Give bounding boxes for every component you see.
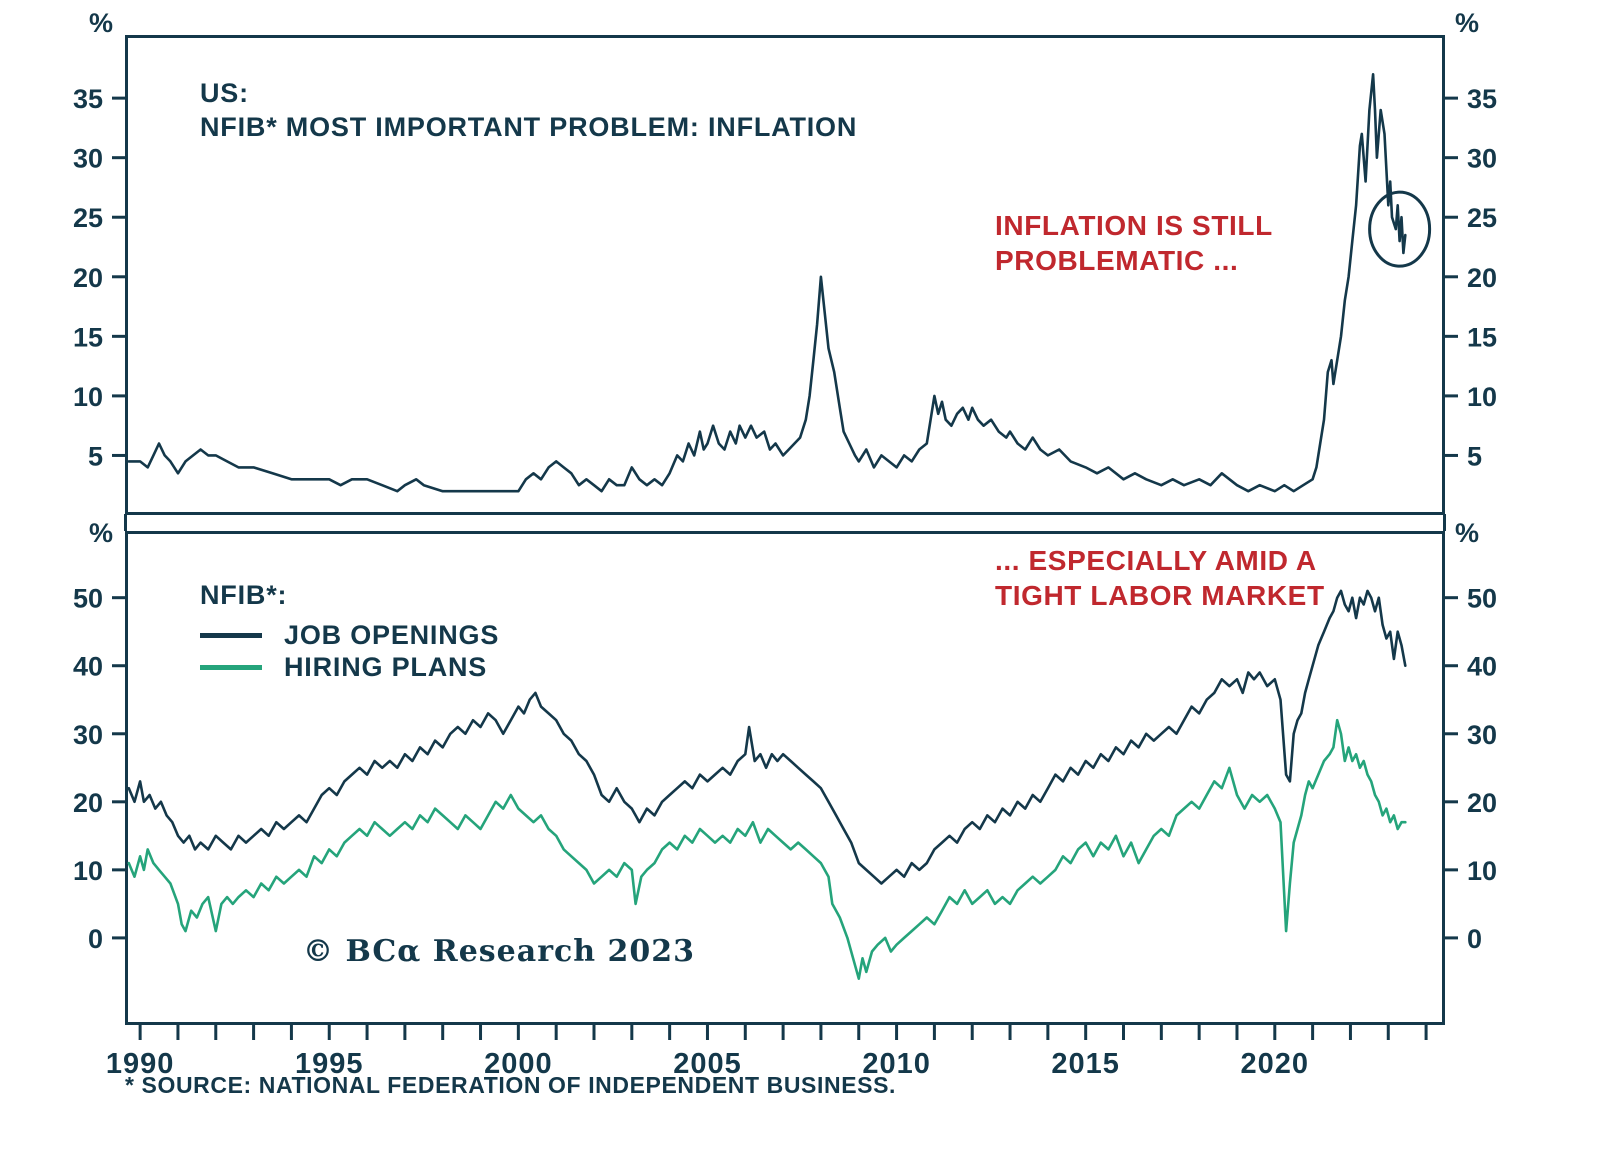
source-footnote: * SOURCE: NATIONAL FEDERATION OF INDEPEN…: [125, 1072, 897, 1098]
y-tick-label: 15: [1467, 322, 1497, 352]
series-line: [127, 589, 1407, 885]
x-tick-label: 2010: [862, 1048, 931, 1080]
x-tick-label: 2000: [484, 1048, 553, 1080]
y-tick-label: 30: [1467, 720, 1497, 750]
y-tick-label: 20: [1467, 788, 1497, 818]
y-tick-label: 30: [73, 144, 103, 174]
y-tick-label: 20: [1467, 263, 1497, 293]
y-tick-label: 30: [73, 720, 103, 750]
x-tick-label: 2005: [673, 1048, 742, 1080]
y-tick-label: 10: [73, 382, 103, 412]
x-tick-label: 2020: [1241, 1048, 1310, 1080]
job-openings-label: JOB OPENINGS: [284, 619, 500, 650]
y-tick-label: 20: [73, 788, 103, 818]
y-tick-label: 20: [73, 263, 103, 293]
y-tick-label: 10: [1467, 856, 1497, 886]
panel-frame: [125, 35, 1445, 515]
hiring-plans-line-swatch: [200, 664, 262, 670]
panel-frame: [125, 531, 1445, 1025]
y-tick-label: 50: [73, 584, 103, 614]
y-tick-label: 40: [1467, 652, 1497, 682]
x-tick-label: 1990: [106, 1048, 175, 1080]
left-axis-connector: [124, 514, 127, 531]
inflation-annotation-line2: PROBLEMATIC ...: [995, 245, 1239, 276]
chart-title-line1: US:: [200, 78, 249, 108]
x-tick-label: 2015: [1051, 1048, 1120, 1080]
chart-title-line2: NFIB* MOST IMPORTANT PROBLEM: INFLATION: [200, 112, 858, 142]
inflation-annotation: INFLATION IS STILL PROBLEMATIC ...: [995, 208, 1273, 278]
y-tick-label: 35: [1467, 84, 1497, 114]
hiring-plans-label: HIRING PLANS: [284, 651, 488, 682]
y-tick-label: 25: [73, 203, 103, 233]
y-tick-label: 30: [1467, 144, 1497, 174]
top-right-percent-label: %: [1455, 8, 1480, 38]
highlight-circle: [1368, 190, 1432, 268]
bottom-right-percent-label: %: [1455, 518, 1480, 548]
legend-title: NFIB*:: [200, 580, 288, 610]
y-tick-label: 50: [1467, 584, 1497, 614]
labor-market-annotation-line2: TIGHT LABOR MARKET: [995, 580, 1325, 611]
series-line: [127, 718, 1407, 981]
y-tick-label: 15: [73, 322, 103, 352]
bottom-left-percent-label: %: [88, 518, 113, 548]
series-line: [127, 72, 1407, 493]
y-tick-label: 35: [73, 84, 103, 114]
top-chart-canvas: 5 5 10 10 15 15 20 20 25 25 30 30 35 35: [73, 35, 1497, 515]
y-tick-label: 10: [73, 856, 103, 886]
x-tick-label: 1995: [295, 1048, 364, 1080]
legend-item-job-openings: JOB OPENINGS: [200, 619, 499, 651]
y-tick-label: 0: [1467, 924, 1482, 954]
labor-market-annotation: ... ESPECIALLY AMID A TIGHT LABOR MARKET: [995, 543, 1325, 613]
legend: NFIB*: JOB OPENINGS HIRING PLANS: [200, 580, 499, 683]
right-axis-connector: [1443, 514, 1446, 531]
job-openings-line-swatch: [200, 632, 262, 638]
legend-item-hiring-plans: HIRING PLANS: [200, 651, 499, 683]
y-tick-label: 10: [1467, 382, 1497, 412]
inflation-annotation-line1: INFLATION IS STILL: [995, 210, 1273, 241]
chart-title: US: NFIB* MOST IMPORTANT PROBLEM: INFLAT…: [200, 76, 857, 144]
top-left-percent-label: %: [88, 8, 113, 38]
y-tick-label: 40: [73, 652, 103, 682]
bca-research-copyright: © BCα Research 2023: [303, 934, 696, 969]
labor-market-annotation-line1: ... ESPECIALLY AMID A: [995, 545, 1317, 576]
y-tick-label: 25: [1467, 203, 1497, 233]
y-tick-label: 5: [1467, 441, 1482, 471]
y-tick-label: 0: [88, 924, 103, 954]
y-tick-label: 5: [88, 441, 103, 471]
